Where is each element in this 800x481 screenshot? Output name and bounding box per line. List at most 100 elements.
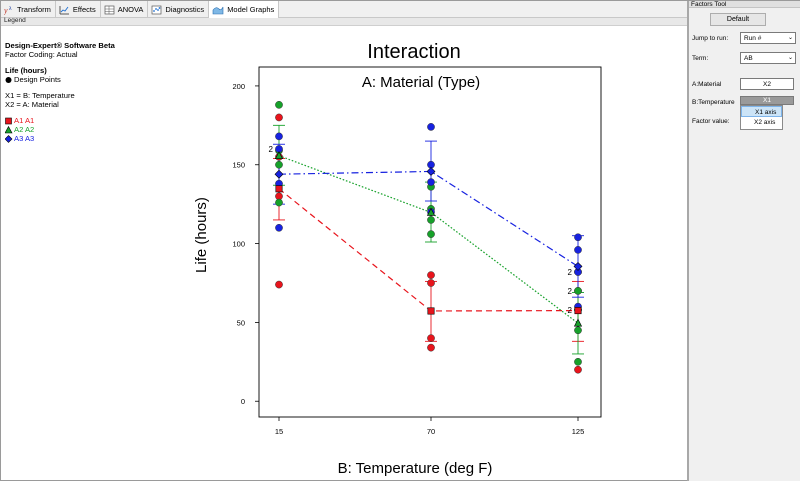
chevron-down-icon: ⌄ bbox=[787, 55, 793, 61]
design-point-icon bbox=[5, 76, 12, 83]
y-axis-ticks: 0 50 100 150 200 bbox=[232, 82, 259, 406]
tab-effects[interactable]: Effects bbox=[56, 1, 101, 18]
factor-value-label: Factor value: bbox=[692, 118, 730, 125]
term-select[interactable]: AB ⌄ bbox=[740, 52, 796, 64]
x1-definition: X1 = B: Temperature bbox=[5, 91, 75, 100]
tab-model-graphs[interactable]: Model Graphs bbox=[209, 1, 280, 18]
default-button[interactable]: Default bbox=[710, 13, 766, 26]
term-label: Term: bbox=[692, 55, 709, 62]
mean-marker bbox=[275, 185, 283, 193]
design-point[interactable] bbox=[427, 230, 435, 238]
design-point[interactable] bbox=[275, 198, 283, 207]
x-tick-label: 70 bbox=[427, 427, 435, 436]
model-graphs-icon bbox=[212, 6, 224, 14]
factors-tool-panel: Factors Tool Default Jump to run: Run # … bbox=[689, 1, 800, 481]
mean-markers bbox=[274, 151, 583, 327]
mean-marker bbox=[573, 318, 583, 327]
design-point[interactable] bbox=[427, 343, 435, 352]
legend-series-a1: A1 A1 bbox=[5, 116, 155, 125]
legend-series-a3: A3 A3 bbox=[5, 134, 155, 143]
design-point[interactable] bbox=[427, 271, 435, 279]
triangle-marker-icon bbox=[5, 125, 13, 133]
chart-title: Interaction bbox=[367, 41, 460, 63]
tab-model-graphs-label: Model Graphs bbox=[227, 5, 275, 14]
tab-effects-label: Effects bbox=[72, 5, 96, 14]
y-tick-label: 100 bbox=[232, 240, 245, 249]
design-point[interactable] bbox=[574, 246, 582, 254]
svg-text:λ: λ bbox=[9, 6, 12, 12]
tab-anova-label: ANOVA bbox=[117, 5, 144, 14]
chevron-down-icon: ⌄ bbox=[787, 35, 793, 41]
y-axis-title: Life (hours) bbox=[193, 197, 210, 273]
mean-marker bbox=[574, 307, 582, 315]
design-point[interactable] bbox=[427, 178, 435, 186]
square-marker-icon bbox=[5, 117, 12, 124]
temperature-axis-field[interactable]: X1 bbox=[740, 96, 794, 105]
point-count-label: 2 bbox=[568, 306, 573, 315]
jump-to-run-value: Run # bbox=[744, 35, 762, 42]
design-point[interactable] bbox=[574, 326, 582, 335]
point-count-label: 2 bbox=[568, 268, 573, 277]
axis-dropdown-list: X1 axis X2 axis bbox=[740, 105, 783, 130]
point-count-label: 2 bbox=[568, 287, 573, 296]
material-label: A:Material bbox=[692, 81, 722, 88]
legend-a2-label: A2 A2 bbox=[14, 125, 35, 134]
legend-series-a2: A2 A2 bbox=[5, 125, 155, 134]
panel-divider[interactable] bbox=[687, 1, 689, 481]
tab-transform-label: Transform bbox=[17, 5, 51, 14]
svg-text:y: y bbox=[4, 6, 8, 15]
point-count-label: 2 bbox=[269, 145, 274, 154]
design-point[interactable] bbox=[427, 123, 435, 131]
jump-to-run-select[interactable]: Run # ⌄ bbox=[740, 32, 796, 44]
interaction-chart: Interaction A: Material (Type) Life (hou… bbox=[193, 41, 602, 477]
design-point[interactable] bbox=[275, 100, 283, 109]
x-tick-label: 15 bbox=[275, 427, 283, 436]
legend-a1-label: A1 A1 bbox=[14, 116, 35, 125]
chart-subtitle: A: Material (Type) bbox=[362, 74, 480, 91]
design-point[interactable] bbox=[427, 216, 435, 224]
software-name: Design-Expert® Software Beta bbox=[5, 41, 115, 50]
design-point[interactable] bbox=[574, 365, 582, 374]
mean-marker bbox=[426, 207, 436, 216]
x-axis-ticks: 15 70 125 bbox=[275, 417, 584, 436]
y-tick-label: 0 bbox=[241, 397, 245, 406]
dropdown-option-x1-axis[interactable]: X1 axis bbox=[741, 106, 782, 117]
jump-to-run-label: Jump to run: bbox=[692, 35, 729, 42]
design-point[interactable] bbox=[574, 357, 582, 366]
material-axis-field[interactable]: X2 bbox=[740, 78, 794, 90]
design-point[interactable] bbox=[427, 334, 435, 343]
dropdown-option-x2-axis[interactable]: X2 axis bbox=[754, 119, 776, 126]
design-point[interactable] bbox=[427, 279, 435, 287]
tab-diagnostics[interactable]: Diagnostics bbox=[148, 1, 210, 18]
x2-definition: X2 = A: Material bbox=[5, 100, 59, 109]
mean-marker bbox=[427, 307, 435, 315]
anova-icon bbox=[104, 5, 115, 14]
mean-marker bbox=[274, 169, 284, 179]
factors-tool-title: Factors Tool bbox=[689, 1, 800, 8]
term-value: AB bbox=[744, 55, 753, 62]
x-axis-title: B: Temperature (deg F) bbox=[338, 460, 493, 477]
legend-header-label: Legend bbox=[4, 17, 26, 24]
design-point[interactable] bbox=[275, 280, 283, 289]
mean-marker bbox=[426, 167, 436, 176]
design-point[interactable] bbox=[275, 223, 283, 232]
mean-marker bbox=[573, 262, 583, 271]
design-point[interactable] bbox=[275, 160, 283, 169]
legend-panel: Design-Expert® Software Beta Factor Codi… bbox=[5, 41, 155, 143]
y-tick-label: 200 bbox=[232, 82, 245, 91]
design-point[interactable] bbox=[574, 233, 582, 242]
diagnostics-icon bbox=[152, 5, 162, 14]
mean-marker bbox=[274, 151, 284, 159]
design-points-label: Design Points bbox=[14, 75, 61, 84]
tab-anova[interactable]: ANOVA bbox=[101, 1, 149, 18]
design-point[interactable] bbox=[275, 113, 283, 122]
interaction-plot[interactable]: Interaction A: Material (Type) Life (hou… bbox=[161, 27, 687, 481]
response-name: Life (hours) bbox=[5, 66, 47, 75]
design-point[interactable] bbox=[275, 132, 283, 141]
legend-a3-label: A3 A3 bbox=[14, 134, 35, 143]
design-point[interactable] bbox=[574, 287, 582, 295]
